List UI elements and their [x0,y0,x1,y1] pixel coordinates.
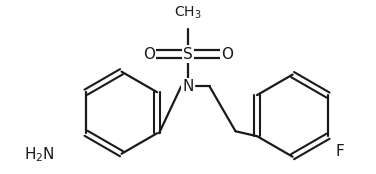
Text: O: O [143,47,155,62]
Text: N: N [182,79,194,94]
Text: S: S [183,47,193,62]
Text: O: O [221,47,233,62]
Text: H$_2$N: H$_2$N [24,145,55,164]
Text: CH$_3$: CH$_3$ [174,4,202,21]
Text: F: F [336,144,344,159]
